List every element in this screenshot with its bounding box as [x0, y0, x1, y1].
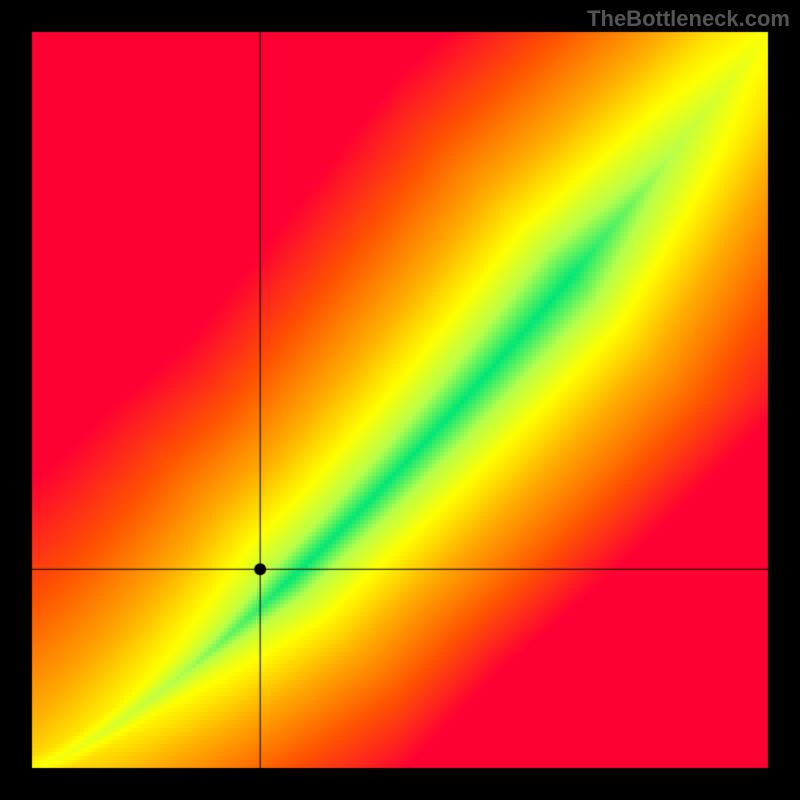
watermark-text: TheBottleneck.com — [587, 6, 790, 32]
bottleneck-heatmap — [0, 0, 800, 800]
chart-container: TheBottleneck.com — [0, 0, 800, 800]
